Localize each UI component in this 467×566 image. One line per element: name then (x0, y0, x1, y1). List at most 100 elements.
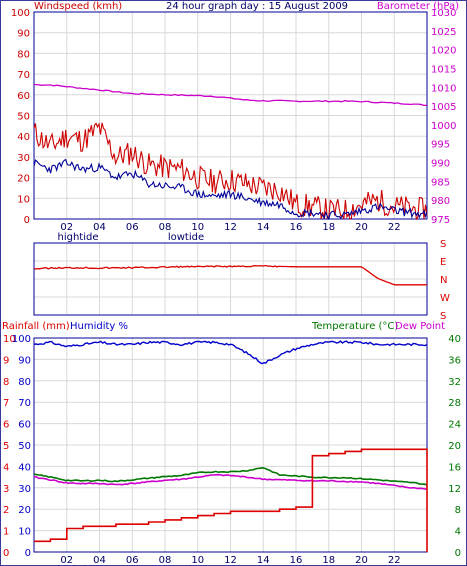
temperature-ytick-label: 4 (455, 527, 461, 538)
direction-label: W (440, 293, 450, 304)
weather-panel-border (33, 337, 428, 553)
xtick-label: 10 (191, 222, 204, 233)
xtick-label: 02 (60, 222, 73, 233)
windspeed-average-line (33, 158, 428, 221)
direction-panel-grid (34, 243, 427, 315)
temperature-ytick-label: 24 (448, 420, 461, 431)
weather-panel-grid (34, 338, 427, 552)
humidity-ytick-label: 70 (18, 398, 31, 409)
xtick-label: 22 (388, 555, 401, 566)
direction-label: E (440, 257, 446, 268)
humidity-ytick-label: 100 (12, 334, 31, 345)
xtick-label: 14 (257, 555, 270, 566)
wind-ytick-label: 80 (17, 49, 30, 60)
humidity-ytick-label: 60 (18, 420, 31, 431)
humidity-ytick-label: 40 (18, 462, 31, 473)
temperature-ytick-label: 36 (448, 355, 461, 366)
temperature-line (33, 466, 428, 486)
windspeed-axis-label: Windspeed (kmh) (34, 1, 122, 12)
barometer-ytick-label: 1000 (431, 121, 456, 132)
temperature-ytick-label: 16 (448, 462, 461, 473)
temperature-ytick-label: 8 (455, 505, 461, 516)
xtick-label: 18 (322, 555, 335, 566)
xtick-label: 04 (93, 222, 106, 233)
wind-ytick-label: 20 (17, 174, 30, 185)
temperature-ytick-label: 0 (455, 548, 461, 559)
lowtide-label: lowtide (168, 232, 204, 243)
humidity-ytick-label: 10 (18, 527, 31, 538)
temperature-ytick-label: 32 (448, 377, 461, 388)
barometer-ytick-label: 1020 (431, 46, 456, 57)
wind-ytick-label: 30 (17, 153, 30, 164)
wind-direction-line (33, 264, 427, 286)
humidity-line (33, 340, 428, 365)
xtick-label: 16 (290, 555, 303, 566)
xtick-label: 22 (388, 222, 401, 233)
hightide-label: hightide (57, 232, 98, 243)
barometer-ytick-label: 985 (431, 177, 450, 188)
humidity-ytick-label: 90 (18, 355, 31, 366)
xtick-label: 04 (93, 555, 106, 566)
xtick-label: 18 (322, 222, 335, 233)
temperature-ytick-label: 20 (448, 441, 461, 452)
temperature-ytick-label: 12 (448, 484, 461, 495)
rainfall-axis-label: Rainfall (mm) (2, 321, 70, 332)
rainfall-ytick-label: 5 (3, 441, 9, 452)
direction-panel-border (33, 242, 428, 316)
barometer-ytick-label: 995 (431, 140, 450, 151)
direction-label: N (440, 275, 447, 286)
xtick-label: 12 (224, 555, 237, 566)
wind-ytick-label: 70 (17, 70, 30, 81)
barometer-ytick-label: 1015 (431, 64, 456, 75)
barometer-ytick-label: 980 (431, 196, 450, 207)
rainfall-ytick-label: 2 (3, 505, 9, 516)
temperature-ytick-label: 28 (448, 398, 461, 409)
barometer-ytick-label: 1025 (431, 27, 456, 38)
barometer-ytick-label: 975 (431, 215, 450, 226)
wind-ytick-label: 40 (17, 132, 30, 143)
xtick-label: 08 (159, 222, 172, 233)
direction-label: S (440, 311, 446, 322)
rainfall-line (34, 448, 428, 552)
rainfall-ytick-label: 4 (3, 462, 9, 473)
wind-ytick-label: 60 (17, 91, 30, 102)
wind-ytick-label: 0 (24, 215, 30, 226)
graph-title: 24 hour graph day : 15 August 2009 (166, 1, 348, 12)
rainfall-ytick-label: 0 (3, 548, 9, 559)
rainfall-ytick-label: 8 (3, 377, 9, 388)
xtick-label: 12 (224, 222, 237, 233)
temperature-ytick-label: 40 (448, 334, 461, 345)
humidity-ytick-label: 50 (18, 441, 31, 452)
humidity-ytick-label: 0 (25, 548, 31, 559)
wind-panel-border (33, 11, 428, 220)
dew-point-line (33, 473, 428, 490)
wind-ytick-label: 90 (17, 29, 30, 40)
wind-ytick-label: 100 (11, 8, 30, 19)
windspeed-gust-line (33, 122, 428, 221)
xtick-label: 08 (159, 555, 172, 566)
xtick-label: 10 (191, 555, 204, 566)
dew-point-axis-label: Dew Point (395, 321, 445, 332)
rainfall-ytick-label: 3 (3, 484, 9, 495)
xtick-label: 14 (257, 222, 270, 233)
direction-label: S (440, 239, 446, 250)
rainfall-ytick-label: 9 (3, 355, 9, 366)
xtick-label: 20 (355, 555, 368, 566)
xtick-label: 20 (355, 222, 368, 233)
xtick-label: 02 (60, 555, 73, 566)
rainfall-ytick-label: 10 (3, 334, 16, 345)
barometer-line (34, 83, 428, 107)
barometer-axis-label: Barometer (hPa) (377, 1, 459, 12)
rainfall-ytick-label: 7 (3, 398, 9, 409)
humidity-ytick-label: 20 (18, 505, 31, 516)
rainfall-ytick-label: 1 (3, 527, 9, 538)
wind-ytick-label: 10 (17, 194, 30, 205)
barometer-ytick-label: 1010 (431, 83, 456, 94)
xtick-label: 06 (126, 222, 139, 233)
xtick-label: 16 (290, 222, 303, 233)
humidity-ytick-label: 30 (18, 484, 31, 495)
barometer-ytick-label: 1030 (431, 8, 456, 19)
barometer-ytick-label: 990 (431, 159, 450, 170)
temperature-axis-label: Temperature (°C) (311, 321, 398, 332)
